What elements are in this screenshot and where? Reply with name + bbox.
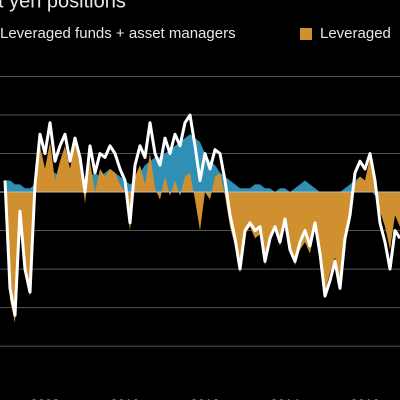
legend-swatch [300, 28, 312, 40]
chart-title: t yen positions [0, 0, 126, 12]
legend: Leveraged funds + asset managers Leverag… [0, 25, 391, 42]
x-tick-label: 2014 [271, 396, 300, 400]
x-tick-label: 2012 [191, 396, 220, 400]
plot-area: 2008 2010 2012 2014 2016 [0, 76, 400, 400]
legend-label: Leveraged [320, 25, 391, 42]
area [5, 141, 400, 323]
x-tick-label: 2016 [351, 396, 380, 400]
line [3, 113, 400, 317]
x-tick-label: 2008 [31, 396, 60, 400]
x-tick-label: 2010 [111, 396, 140, 400]
legend-label: Leveraged funds + asset managers [0, 25, 236, 42]
